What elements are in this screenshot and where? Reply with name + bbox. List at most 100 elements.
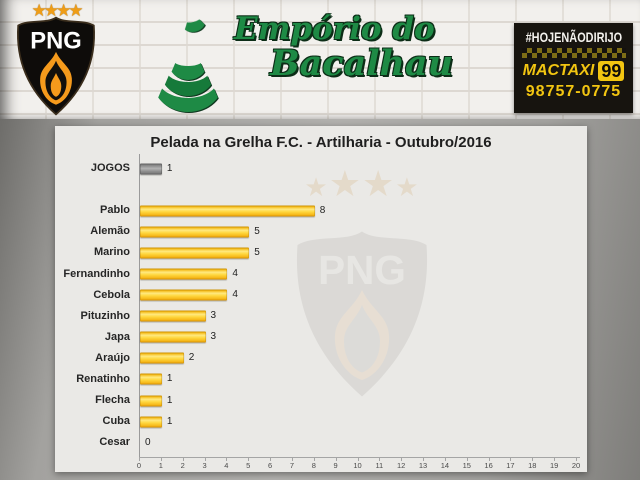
header: ★★★★ PNG Empório do Bacalhau #HOJENÃODIR… (0, 0, 640, 119)
bar-track: 1 (139, 369, 587, 390)
x-tick-mark (160, 458, 162, 461)
bar-araújo (140, 352, 184, 364)
bar-track: 8 (139, 200, 587, 221)
chart-row: Cuba 1 (55, 411, 587, 432)
x-tick-mark (379, 458, 381, 461)
x-tick-mark (204, 458, 206, 461)
star-icon: ★ (31, 1, 47, 20)
value-label: 1 (166, 373, 173, 385)
bar-track: 1 (139, 390, 587, 411)
bar-pablo (140, 205, 315, 217)
bar-cebola (140, 289, 228, 301)
x-tick-mark (423, 458, 425, 461)
bar-track: 5 (139, 242, 587, 263)
chart-row (55, 179, 587, 200)
x-tick-label: 14 (440, 461, 450, 470)
x-tick-label: 10 (353, 461, 362, 470)
y-axis-line (139, 154, 140, 457)
x-axis: 0 1 2 3 4 5 6 7 8 9 10 11 12 13 14 15 16 17 18 19 20 (136, 457, 581, 472)
x-tick-label: 12 (397, 461, 406, 470)
category-label: Fernandinho (63, 267, 130, 280)
chart-row: Marino 5 (55, 242, 587, 263)
x-tick-mark (139, 458, 140, 461)
x-tick-label: 5 (246, 461, 251, 470)
bar-jogos (140, 163, 162, 175)
bar-track: 2 (139, 348, 587, 369)
sponsor-name-line1: Empório do (234, 11, 435, 47)
x-tick-label: 0 (136, 461, 142, 470)
bar-track: 3 (139, 327, 587, 348)
x-tick-mark (357, 458, 359, 461)
category-label: Japa (104, 330, 130, 343)
category-label: JOGOS (90, 162, 130, 175)
x-tick-mark (444, 458, 446, 461)
chart-row: Alemão 5 (55, 221, 587, 242)
chart-row: Flecha 1 (55, 390, 587, 411)
sponsor-name-line2: Bacalhau (270, 43, 454, 85)
x-tick-label: 19 (549, 461, 559, 470)
category-label: Cesar (99, 436, 130, 449)
club-stars: ★★★★ (8, 2, 104, 19)
chart-row: Pituzinho 3 (55, 306, 587, 327)
value-label: 1 (166, 415, 173, 427)
taxi-ad: #HOJENÃODIRIJO MACTAXI 99 98757-0775 (514, 23, 633, 113)
crescent-icon (177, 5, 209, 35)
club-shield-icon: PNG (17, 16, 95, 116)
bar-track: 1 (139, 158, 587, 179)
category-label: Renatinho (76, 372, 130, 385)
value-label: 4 (232, 268, 238, 280)
value-label: 5 (254, 225, 260, 237)
x-tick-mark (532, 458, 534, 461)
taxi-99-badge: 99 (598, 61, 625, 81)
x-tick-label: 9 (333, 461, 338, 470)
x-tick-label: 8 (311, 461, 316, 470)
bar-track (139, 179, 587, 200)
bar-flecha (140, 395, 162, 407)
chart-title: Pelada na Grelha F.C. - Artilharia - Out… (150, 134, 492, 151)
x-tick-mark (248, 458, 250, 461)
category-label: Pablo (100, 204, 130, 217)
x-tick-label: 7 (289, 461, 295, 470)
chart-row: JOGOS 1 (55, 158, 587, 179)
category-label: Cuba (102, 415, 131, 428)
x-tick-label: 13 (418, 461, 428, 470)
chart-row: Fernandinho 4 (55, 263, 587, 284)
x-tick-mark (335, 458, 337, 461)
x-tick-mark (554, 458, 556, 461)
bar-marino (140, 247, 250, 259)
chart-row: Araújo 2 (55, 348, 587, 369)
x-tick-label: 16 (484, 461, 493, 470)
x-tick-label: 3 (202, 461, 207, 470)
value-label: 2 (188, 352, 195, 364)
chart-row: Pablo 8 (55, 200, 587, 221)
x-tick-label: 6 (268, 461, 273, 470)
star-icon: ★ (43, 1, 59, 20)
x-tick-mark (291, 458, 293, 461)
category-label: Araújo (95, 351, 130, 364)
x-tick-mark (510, 458, 512, 461)
chart-panel: ★★★★ PNG Pelada na Grelha F.C. - Artilha… (55, 126, 587, 472)
category-label: Flecha (95, 394, 130, 407)
value-label: 4 (232, 289, 238, 301)
x-tick-mark (182, 458, 184, 461)
sponsor-logo: Empório do Bacalhau (146, 4, 476, 116)
taxi-brand: MACTAXI (522, 62, 595, 79)
star-icon: ★ (68, 1, 83, 20)
sponsor-name: Empório do Bacalhau (234, 12, 453, 81)
category-label: Marino (93, 246, 130, 259)
taxi-checker-pattern (521, 48, 626, 58)
x-tick-label: 18 (528, 461, 537, 470)
bar-track: 1 (139, 411, 587, 432)
x-tick-label: 4 (224, 461, 229, 470)
chart-row: Japa 3 (55, 327, 587, 348)
bar-track: 0 (139, 432, 587, 453)
plot-rows: JOGOS 1 Pablo 8 Alemão 5 Marino 5 Fernandinho 4 Ce… (55, 158, 587, 453)
star-icon: ★ (56, 1, 71, 20)
club-badge: ★★★★ PNG (8, 2, 104, 119)
x-tick-mark (466, 458, 468, 461)
x-tick-label: 17 (506, 461, 515, 470)
bar-cuba (140, 416, 162, 428)
x-tick-label: 20 (571, 461, 581, 470)
taxi-brand-row: MACTAXI 99 (523, 61, 625, 81)
